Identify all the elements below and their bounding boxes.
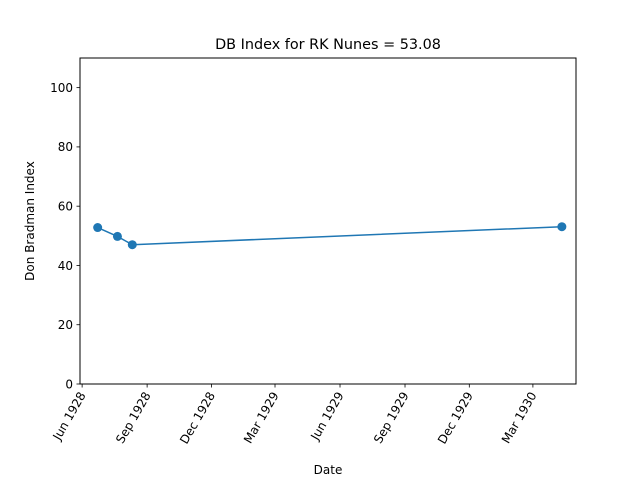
y-tick-label: 80 [58,140,73,154]
plot-area [80,58,576,384]
plot-frame [79,57,577,385]
y-tick-label: 0 [65,377,73,391]
series-group [93,222,567,250]
y-tick-label: 60 [58,199,73,213]
series-line [97,225,562,246]
y-tick-label: 100 [50,81,73,95]
data-point [127,240,137,250]
y-tick-label: 40 [58,259,73,273]
chart-title: DB Index for RK Nunes = 53.08 [215,37,441,53]
x-axis-label: Date [314,463,343,477]
y-tick-label: 20 [58,318,73,332]
data-point [112,231,122,241]
y-axis-label: Don Bradman Index [23,161,37,281]
y-axis-ticks: 0 20 40 60 80 100 [50,81,80,391]
data-point [557,222,567,232]
data-point [93,223,103,233]
